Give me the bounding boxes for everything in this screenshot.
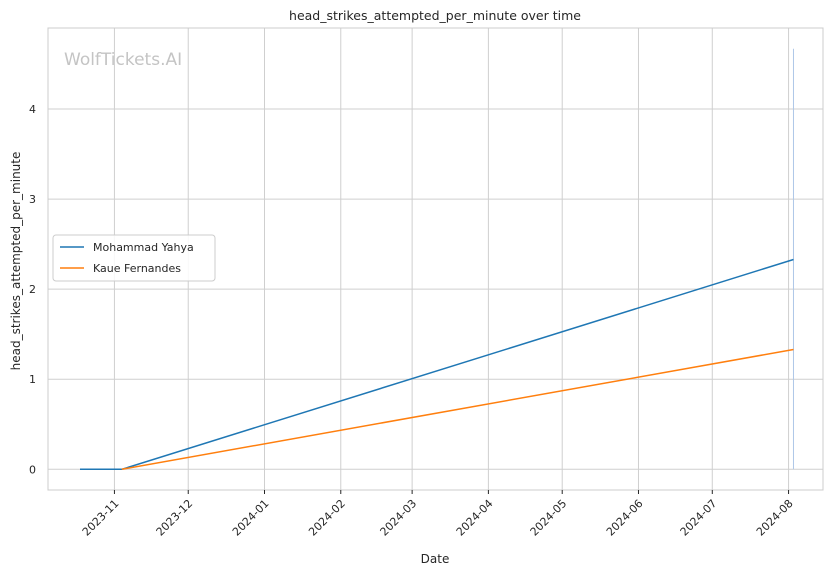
x-tick-label: 2024-01 — [230, 497, 272, 539]
chart-title: head_strikes_attempted_per_minute over t… — [289, 8, 581, 23]
x-tick-label: 2024-02 — [306, 497, 348, 539]
y-tick-label: 2 — [29, 283, 36, 296]
plot-area — [47, 27, 824, 491]
x-axis-label: Date — [421, 552, 450, 566]
x-tick-label: 2024-03 — [378, 497, 420, 539]
x-tick-label: 2024-08 — [754, 497, 796, 539]
y-tick-labels: 0 1 2 3 4 — [29, 103, 36, 476]
x-tick-label: 2024-04 — [454, 497, 496, 539]
y-tick-label: 1 — [29, 373, 36, 386]
legend: Mohammad Yahya Kaue Fernandes — [52, 234, 216, 282]
watermark: WolfTickets.AI — [64, 50, 182, 70]
series-line-kaue-fernandes — [121, 348, 794, 471]
legend-label-kaue-fernandes: Kaue Fernandes — [93, 262, 181, 275]
x-tick-label: 2024-07 — [678, 497, 720, 539]
y-tick-label: 4 — [29, 103, 36, 116]
y-axis-label: head_strikes_attempted_per_minute — [9, 152, 23, 371]
series-lines — [80, 258, 794, 471]
series-line-mohammad-yahya — [80, 258, 794, 471]
x-tick-label: 2023-11 — [80, 497, 122, 539]
y-tick-label: 0 — [29, 463, 36, 476]
x-tick-label: 2024-06 — [604, 497, 646, 539]
x-tick-labels: 2023-11 2023-12 2024-01 2024-02 2024-03 2024-… — [80, 490, 796, 539]
x-tick-label: 2023-12 — [154, 497, 196, 539]
grid — [48, 28, 823, 490]
y-tick-label: 3 — [29, 193, 36, 206]
legend-label-mohammad-yahya: Mohammad Yahya — [93, 241, 194, 254]
legend-box — [52, 234, 216, 282]
x-tick-label: 2024-05 — [528, 497, 570, 539]
